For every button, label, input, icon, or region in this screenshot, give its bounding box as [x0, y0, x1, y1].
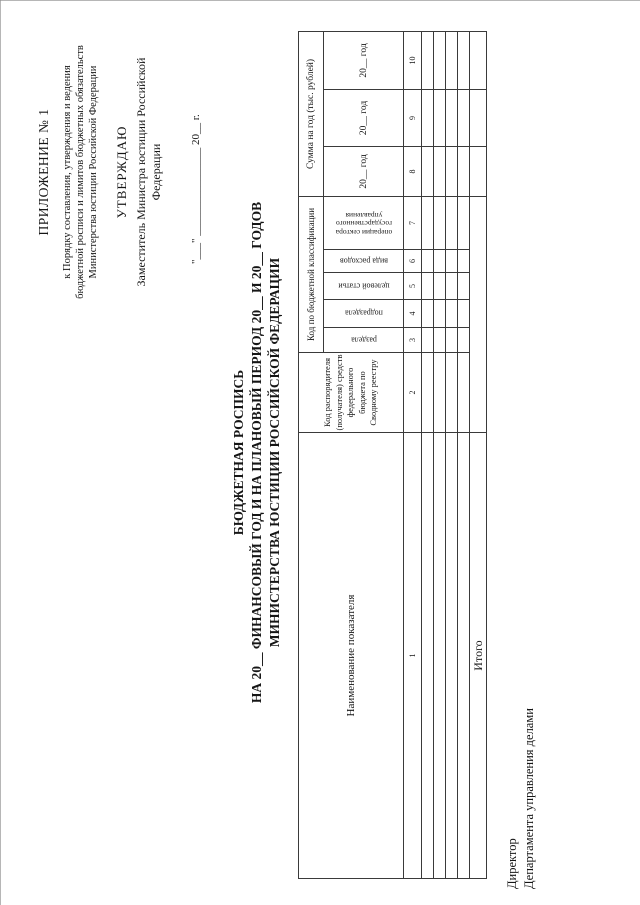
col-header-sum: Сумма на год (тыс. рублей) — [298, 31, 324, 197]
col-header-name: Наименование показателя — [298, 432, 404, 879]
empty-cell — [421, 89, 434, 147]
empty-cell — [421, 196, 434, 250]
empty-cell — [457, 272, 470, 300]
empty-cell — [457, 89, 470, 147]
document-title-line: МИНИСТЕРСТВА ЮСТИЦИИ РОССИЙСКОЙ ФЕДЕРАЦИ… — [267, 257, 282, 648]
empty-cell — [433, 146, 446, 197]
empty-data-row — [433, 31, 446, 879]
total-row: Итого — [469, 31, 487, 879]
empty-cell — [433, 89, 446, 147]
empty-cell — [457, 299, 470, 328]
empty-data-row — [421, 31, 434, 879]
empty-cell — [469, 89, 487, 147]
subheader-vid-raskhodov: вида расходов — [323, 249, 404, 273]
empty-cell — [421, 31, 434, 90]
empty-cell — [421, 146, 434, 197]
subheader-tselevaya-statya: целевой статьи — [323, 272, 404, 300]
empty-data-row — [445, 31, 458, 879]
subheader-podrazdel: подраздела — [323, 299, 404, 328]
empty-cell — [445, 31, 458, 90]
empty-cell — [457, 432, 470, 879]
col-header-classification: Код по бюджетной классификации — [298, 196, 324, 353]
empty-cell — [445, 299, 458, 328]
column-number: 10 — [403, 31, 422, 90]
empty-cell — [433, 432, 446, 879]
document-title-line: БЮДЖЕТНАЯ РОСПИСЬ — [231, 369, 246, 536]
empty-cell — [445, 146, 458, 197]
empty-cell — [433, 196, 446, 250]
empty-cell — [469, 31, 487, 90]
column-number: 7 — [403, 196, 422, 250]
column-number-row: 1 2 3 4 5 6 7 8 9 10 — [403, 31, 422, 879]
subheader-year-1: 20__ год — [323, 146, 404, 197]
empty-cell — [457, 327, 470, 353]
empty-cell — [469, 146, 487, 197]
signature-role-line: Департамента управления делами — [521, 708, 536, 889]
document-title: БЮДЖЕТНАЯ РОСПИСЬ НА 20__ ФИНАНСОВЫЙ ГОД… — [230, 0, 284, 905]
empty-cell — [445, 89, 458, 147]
empty-cell — [445, 327, 458, 353]
empty-cell — [457, 31, 470, 90]
empty-cell — [457, 146, 470, 197]
empty-cell — [433, 272, 446, 300]
subheader-year-3: 20__ год — [323, 31, 404, 90]
empty-data-row — [457, 31, 470, 879]
col-header-registry-code: Код распорядителя (получателя) средств ф… — [298, 352, 404, 433]
subheader-year-2: 20__ год — [323, 89, 404, 147]
signature-block: Директор Департамента управления делами — [504, 708, 537, 889]
document-title-line: НА 20__ ФИНАНСОВЫЙ ГОД И НА ПЛАНОВЫЙ ПЕР… — [249, 201, 264, 704]
appendix-subtitle-line: бюджетной росписи и лимитов бюджетных об… — [75, 45, 86, 299]
subheader-razdel: раздела — [323, 327, 404, 353]
empty-cell — [445, 196, 458, 250]
total-label: Итого — [469, 432, 487, 879]
approver-title: Заместитель Министра юстиции Российской … — [134, 57, 163, 287]
column-number: 1 — [403, 432, 422, 879]
empty-cell — [433, 299, 446, 328]
empty-cell — [421, 299, 434, 328]
scan-edge-top — [0, 0, 640, 1]
empty-cell — [421, 327, 434, 353]
column-number: 6 — [403, 249, 422, 273]
column-number: 8 — [403, 146, 422, 197]
empty-cell — [433, 249, 446, 273]
approval-date-line: "___" ________________ 20__ г. — [190, 114, 202, 264]
empty-cell — [445, 272, 458, 300]
table-header-row-1: Наименование показателя Код распорядител… — [298, 31, 404, 879]
subheader-osgu: операции сектора государственного управл… — [323, 196, 404, 250]
approve-label: УТВЕРЖДАЮ — [114, 125, 129, 219]
signature-role-line: Директор — [505, 838, 519, 889]
appendix-subtitle-line: к Порядку составления, утверждения и вед… — [62, 65, 73, 279]
empty-cell — [457, 249, 470, 273]
empty-cell — [421, 352, 434, 433]
column-number: 4 — [403, 299, 422, 328]
empty-cell — [433, 327, 446, 353]
appendix-block: ПРИЛОЖЕНИЕ № 1 к Порядку составления, ут… — [36, 22, 202, 322]
empty-cell — [457, 196, 470, 250]
empty-cell — [421, 432, 434, 879]
empty-cell — [421, 249, 434, 273]
total-empty-span — [469, 196, 487, 433]
appendix-subtitle-line: Министерства юстиции Российской Федераци… — [88, 65, 99, 279]
column-number: 3 — [403, 327, 422, 353]
appendix-title: ПРИЛОЖЕНИЕ № 1 — [36, 108, 51, 236]
column-number: 9 — [403, 89, 422, 147]
empty-cell — [457, 352, 470, 433]
column-number: 2 — [403, 352, 422, 433]
empty-cell — [433, 31, 446, 90]
column-number: 5 — [403, 272, 422, 300]
empty-cell — [433, 352, 446, 433]
empty-cell — [445, 352, 458, 433]
scan-edge-left — [0, 0, 1, 905]
budget-table: Наименование показателя Код распорядител… — [298, 31, 487, 879]
empty-cell — [421, 272, 434, 300]
empty-cell — [445, 249, 458, 273]
empty-cell — [445, 432, 458, 879]
